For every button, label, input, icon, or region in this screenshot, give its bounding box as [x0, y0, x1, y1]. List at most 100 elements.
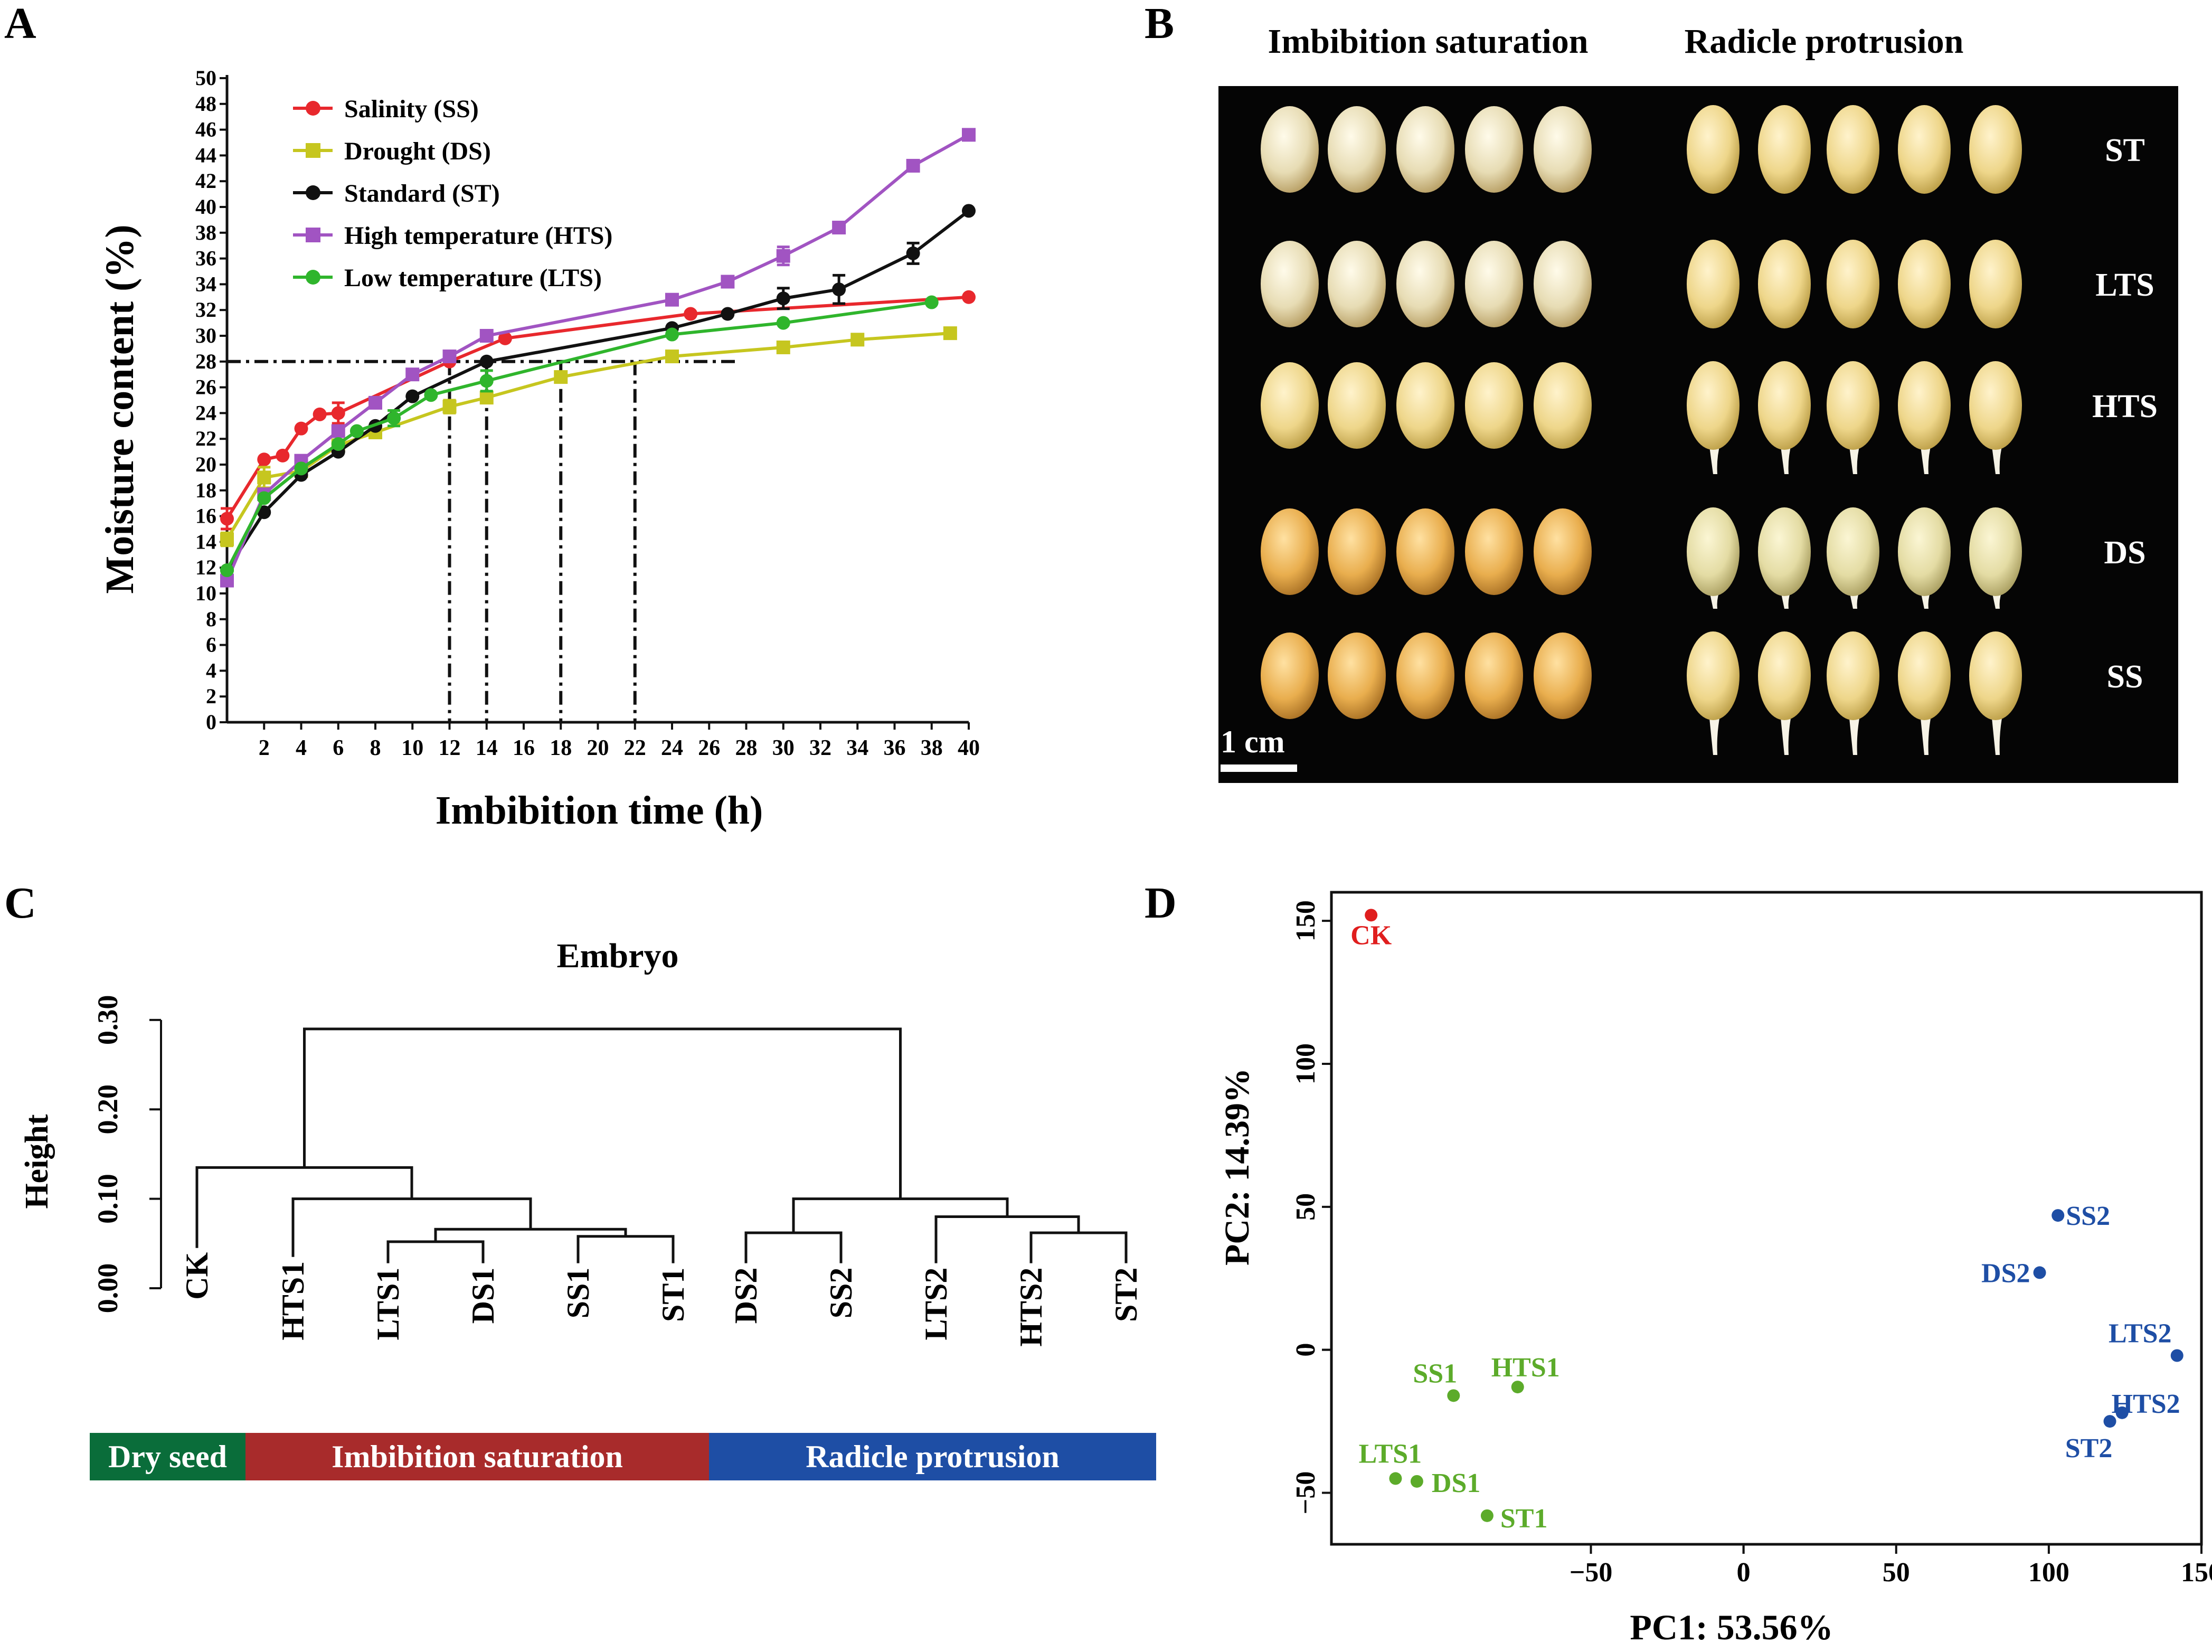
panel-a-x-tick-label: 10	[401, 736, 423, 760]
pca-y-tick-label: 0	[1291, 1343, 1321, 1357]
panel-a-y-tick-label: 0	[206, 710, 216, 734]
panel-a-x-tick-label: 14	[476, 736, 498, 760]
data-point-circle	[498, 331, 512, 345]
seed-radicle-protrusion	[1687, 631, 1740, 720]
scale-bar	[1221, 764, 1297, 772]
pca-x-tick-label: 0	[1737, 1557, 1751, 1588]
panel-b-column-imbibition-saturation: Imbibition saturation	[1268, 22, 1589, 61]
panel-a-y-tick-label: 12	[195, 555, 216, 579]
seed-imbibition-saturation	[1261, 362, 1319, 449]
data-point-square	[405, 367, 420, 382]
data-point-circle	[962, 290, 976, 304]
seed-radicle-protrusion	[1827, 361, 1879, 450]
panel-a-y-tick-label: 20	[195, 452, 216, 476]
seed-radicle-protrusion	[1898, 105, 1951, 194]
pca-point-ds2	[2033, 1266, 2046, 1279]
panel-a-y-tick-label: 22	[195, 427, 216, 450]
pca-x-tick-label: 50	[1883, 1557, 1910, 1588]
data-point-circle	[276, 448, 290, 462]
legend-label: Drought (DS)	[344, 137, 491, 165]
panel-a-y-tick-label: 16	[195, 504, 216, 528]
data-point-circle	[349, 424, 364, 438]
dendrogram-branch	[792, 1197, 1009, 1233]
legend-label: Salinity (SS)	[344, 95, 479, 123]
data-point-circle	[721, 307, 735, 321]
data-point-circle	[313, 407, 327, 421]
seed-radicle	[1920, 442, 1932, 474]
pca-y-axis-label: PC2: 14.39%	[1218, 1068, 1256, 1266]
data-point-square	[554, 370, 568, 384]
seed-imbibition-saturation	[1465, 241, 1523, 327]
panel-c-dendrogram: Embryo Height 0.00 0.10 0.20 0.30 CK HTS1 LTS…	[19, 937, 1156, 1480]
seed-radicle-protrusion	[1687, 105, 1740, 194]
data-point-square	[368, 395, 382, 410]
group-bar-label: Dry seed	[108, 1439, 227, 1474]
series-st	[220, 204, 976, 578]
data-point-circle	[257, 505, 271, 520]
data-point-circle	[331, 437, 345, 451]
panel-a-y-tick-label: 24	[195, 401, 216, 424]
data-point-square	[442, 350, 457, 364]
panel-a-x-tick-label: 16	[513, 736, 535, 760]
panel-a-x-tick-label: 24	[661, 736, 683, 760]
panel-d-pca-scatter: PC2: 14.39% PC1: 53.56% −50 0 50 100 150 0 −50…	[1218, 891, 2212, 1647]
pca-y-tick-label: 50	[1291, 1193, 1321, 1221]
pca-point-hts1	[1511, 1381, 1524, 1394]
dendrogram-branch	[1029, 1231, 1128, 1263]
seed-radicle-protrusion	[1827, 105, 1879, 194]
seed-radicle-protrusion	[1898, 507, 1951, 596]
seed-imbibition-saturation	[1465, 508, 1523, 595]
seed-radicle-protrusion	[1898, 361, 1951, 450]
panel-b-seed-photos: Imbibition saturation Radicle protrusion…	[1218, 22, 2178, 783]
panel-label-c: C	[4, 879, 36, 928]
panel-a-y-tick-label: 8	[206, 607, 216, 631]
dendrogram-y-tick-label: 0.00	[92, 1263, 124, 1314]
panel-a-x-tick-label: 2	[259, 736, 270, 760]
legend-marker-circle	[306, 270, 320, 285]
seed-radicle	[1849, 442, 1860, 474]
panel-a-y-tick-label: 30	[195, 324, 216, 347]
seed-imbibition-saturation	[1534, 106, 1592, 193]
data-point-square	[220, 532, 234, 546]
seed-imbibition-saturation	[1465, 633, 1523, 719]
dendrogram-y-tick-label: 0.30	[92, 995, 124, 1045]
pca-y-tick-label: −50	[1291, 1471, 1321, 1515]
pca-point-label: SS2	[2066, 1201, 2110, 1231]
data-point-circle	[832, 282, 846, 297]
data-point-circle	[479, 374, 494, 388]
pca-point-lts2	[2170, 1349, 2183, 1362]
dendrogram-y-axis-label: Height	[19, 1114, 55, 1209]
pca-x-tick-label: 150	[2181, 1557, 2212, 1588]
seed-imbibition-saturation	[1328, 241, 1386, 327]
seed-imbibition-saturation	[1396, 106, 1454, 193]
data-point-circle	[294, 421, 308, 436]
data-point-circle	[776, 316, 790, 330]
pca-point-label: DS1	[1432, 1468, 1480, 1498]
dendrogram-y-tick-label: 0.20	[92, 1084, 124, 1135]
seed-radicle	[1920, 713, 1932, 755]
seed-radicle	[1709, 713, 1721, 755]
panel-b-column-radicle-protrusion: Radicle protrusion	[1685, 22, 1964, 61]
dendrogram-leaf-label: HTS1	[276, 1261, 310, 1341]
panel-a-y-tick-label: 34	[195, 272, 216, 296]
dendrogram-leaf-label: CK	[179, 1252, 214, 1299]
seed-imbibition-saturation	[1465, 362, 1523, 449]
panel-a-x-tick-label: 6	[333, 736, 344, 760]
group-bar-label: Radicle protrusion	[806, 1439, 1060, 1474]
seed-imbibition-saturation	[1396, 633, 1454, 719]
pca-x-tick-label: 0	[1737, 1557, 1751, 1588]
dendrogram-leaf-label: LTS1	[371, 1268, 405, 1341]
panel-a-y-tick-label: 44	[195, 143, 216, 167]
pca-point-st1	[1480, 1509, 1493, 1522]
data-point-circle	[220, 563, 234, 578]
data-point-square	[665, 292, 679, 307]
panel-a-x-tick-label: 28	[735, 736, 758, 760]
pca-point-ss1	[1447, 1389, 1460, 1402]
panel-a-y-tick-label: 38	[195, 221, 216, 244]
seed-imbibition-saturation	[1328, 633, 1386, 719]
data-point-square	[832, 221, 846, 235]
pca-point-st2	[2103, 1415, 2116, 1428]
panel-a-y-tick-label: 36	[195, 247, 216, 270]
panel-a-x-tick-label: 36	[884, 736, 906, 760]
